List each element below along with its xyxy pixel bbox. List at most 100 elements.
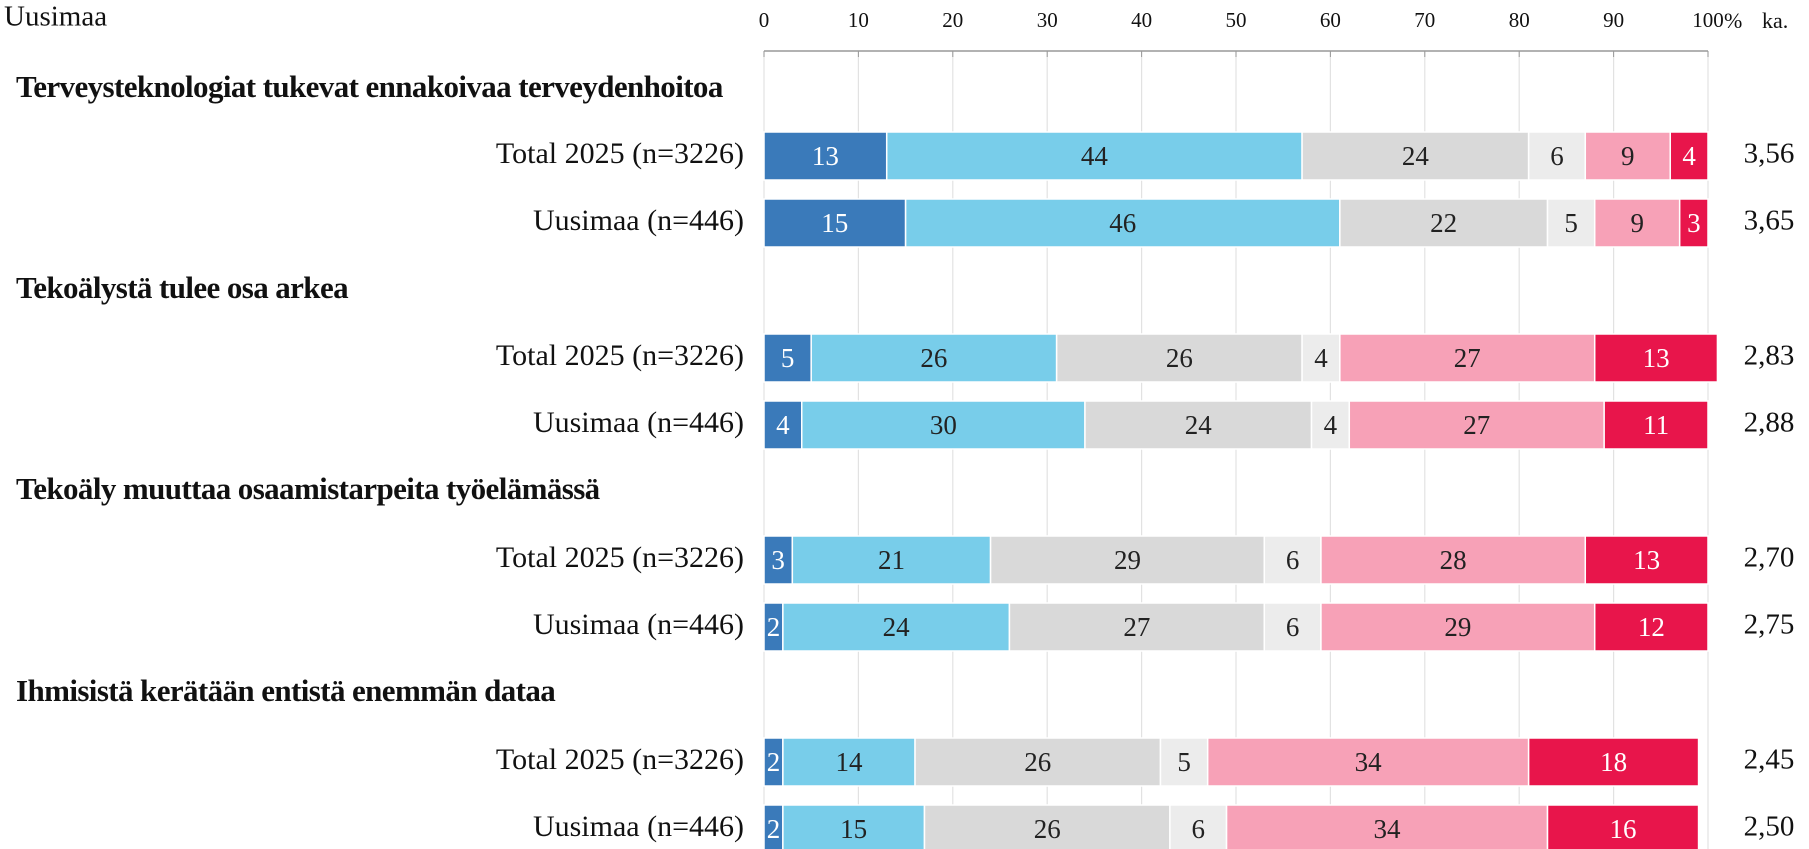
bar-value-label: 13 — [812, 141, 839, 171]
x-tick-label: 80 — [1509, 8, 1530, 32]
bar-value-label: 34 — [1355, 747, 1383, 777]
bar-value-label: 30 — [930, 410, 957, 440]
x-tick-label: 10 — [848, 8, 869, 32]
category-label: Total 2025 (n=3226) — [496, 339, 744, 372]
bar-segment — [1584, 131, 1671, 181]
x-tick-label: 60 — [1320, 8, 1341, 32]
bar-value-label: 28 — [1440, 545, 1467, 575]
bar-segment — [1584, 535, 1709, 585]
bar-value-label: 44 — [1081, 141, 1109, 171]
bar-segment — [791, 535, 992, 585]
category-label: Total 2025 (n=3226) — [496, 137, 744, 170]
bar-value-label: 46 — [1109, 208, 1136, 238]
bar-value-label: 4 — [1324, 410, 1338, 440]
mean-value: 3,65 — [1744, 205, 1795, 237]
category-label: Uusimaa (n=446) — [533, 204, 744, 237]
bar-segment — [1159, 737, 1209, 787]
mean-value: 2,88 — [1744, 407, 1795, 439]
bar-value-label: 29 — [1114, 545, 1141, 575]
bar-segment — [1206, 737, 1530, 787]
bar-segment — [1320, 602, 1596, 652]
bar-value-label: 4 — [776, 410, 790, 440]
bar-value-label: 24 — [883, 612, 911, 642]
bar-value-label: 26 — [1034, 814, 1061, 844]
bar-segment — [1008, 602, 1266, 652]
x-tick-label: 30 — [1037, 8, 1058, 32]
x-tick-label: 20 — [942, 8, 963, 32]
bar-value-label: 6 — [1191, 814, 1205, 844]
bar-value-label: 9 — [1621, 141, 1635, 171]
x-tick-label: 50 — [1226, 8, 1247, 32]
group-title: Terveysteknologiat tukevat ennakoivaa te… — [16, 69, 724, 104]
bar-value-label: 6 — [1286, 612, 1300, 642]
bar-segment — [763, 131, 888, 181]
bar-value-label: 11 — [1643, 410, 1669, 440]
bar-value-label: 5 — [1564, 208, 1578, 238]
bar-segment — [763, 535, 794, 585]
mean-value: 3,56 — [1744, 138, 1795, 170]
bar-value-label: 4 — [1682, 141, 1696, 171]
bar-value-label: 29 — [1444, 612, 1471, 642]
bar-segment — [989, 535, 1266, 585]
chart-title: Uusimaa — [4, 1, 107, 33]
bar-value-label: 3 — [1687, 208, 1701, 238]
bar-value-label: 27 — [1454, 343, 1481, 373]
category-label: Uusimaa (n=446) — [533, 406, 744, 439]
mean-value: 2,70 — [1744, 542, 1795, 574]
group-title: Tekoälystä tulee osa arkea — [16, 270, 349, 305]
category-label: Uusimaa (n=446) — [533, 608, 744, 641]
bar-value-label: 16 — [1610, 814, 1637, 844]
bar-segment — [1603, 400, 1709, 450]
bar-segment — [782, 804, 926, 849]
bar-segment — [1527, 131, 1587, 181]
bar-value-label: 13 — [1633, 545, 1660, 575]
bar-value-label: 26 — [920, 343, 947, 373]
category-label: Uusimaa (n=446) — [533, 810, 744, 843]
bar-segment — [1593, 333, 1719, 383]
bar-value-label: 14 — [835, 747, 863, 777]
bar-segment — [1348, 400, 1605, 450]
bar-segment — [1169, 804, 1228, 849]
bar-value-label: 34 — [1374, 814, 1402, 844]
bar-segment — [914, 737, 1162, 787]
group-title: Tekoäly muuttaa osaamistarpeita työelämä… — [16, 471, 601, 506]
mean-value: 2,83 — [1744, 340, 1795, 372]
bar-segment — [1301, 131, 1530, 181]
bar-value-label: 2 — [767, 612, 781, 642]
x-tick-label: 90 — [1603, 8, 1624, 32]
bar-segment — [885, 131, 1303, 181]
bar-value-label: 15 — [840, 814, 867, 844]
bar-segment — [1339, 198, 1549, 248]
mean-value: 2,75 — [1744, 609, 1795, 641]
bar-segment — [1669, 131, 1709, 181]
bar-segment — [763, 333, 812, 383]
x-tick-label: 100 — [1692, 8, 1724, 32]
bar-value-label: 18 — [1600, 747, 1627, 777]
bar-value-label: 9 — [1630, 208, 1644, 238]
bar-value-label: 27 — [1123, 612, 1150, 642]
bar-value-label: 15 — [821, 208, 848, 238]
bar-value-label: 12 — [1638, 612, 1665, 642]
bar-segment — [1678, 198, 1709, 248]
bar-segment — [1339, 333, 1596, 383]
bar-value-label: 3 — [771, 545, 785, 575]
bar-value-label: 6 — [1550, 141, 1564, 171]
bar-value-label: 26 — [1166, 343, 1193, 373]
bar-value-label: 24 — [1402, 141, 1430, 171]
category-label: Total 2025 (n=3226) — [496, 541, 744, 574]
mean-header: ka. — [1762, 8, 1788, 33]
group-title: Ihmisistä kerätään entistä enemmän dataa — [16, 673, 556, 708]
bar-value-label: 27 — [1463, 410, 1490, 440]
bar-segment — [1301, 333, 1341, 383]
bar-value-label: 5 — [781, 343, 795, 373]
x-tick-label: 70 — [1414, 8, 1435, 32]
bar-value-label: 2 — [767, 747, 781, 777]
bar-value-label: 2 — [767, 814, 781, 844]
x-tick-label: 40 — [1131, 8, 1152, 32]
bar-value-label: 22 — [1430, 208, 1457, 238]
bar-segment — [1084, 400, 1313, 450]
x-tick-label: 0 — [759, 8, 770, 32]
bar-value-label: 24 — [1185, 410, 1213, 440]
